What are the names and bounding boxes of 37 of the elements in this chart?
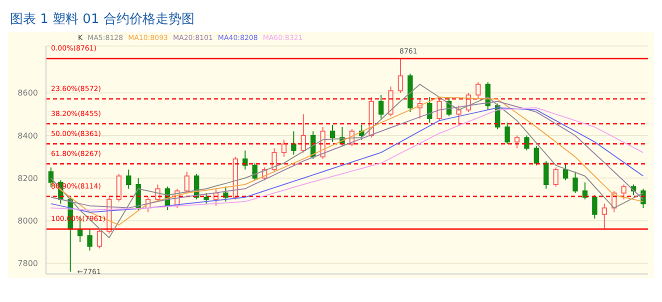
candlestick: [544, 160, 549, 190]
candlestick: [300, 114, 306, 154]
candlestick: [291, 130, 296, 156]
candlestick: [534, 146, 540, 166]
y-tick-label: 8000: [18, 216, 38, 226]
candlestick: [553, 166, 558, 188]
candlestick: [116, 173, 122, 202]
candlestick: [378, 94, 384, 119]
candlestick: [155, 184, 160, 202]
candlestick: [602, 203, 607, 230]
candlestick: [398, 58, 404, 94]
candlestick: [252, 162, 258, 181]
y-tick-label: 8600: [18, 88, 38, 98]
candlestick: [436, 98, 442, 122]
candlestick: [592, 194, 598, 220]
candlestick: [514, 134, 520, 149]
y-tick-label: 8200: [18, 174, 38, 183]
chart-title: 图表 1 塑料 01 合约价格走势图: [9, 11, 196, 29]
candlestick: [582, 182, 588, 200]
candlestick: [330, 124, 336, 142]
candlestick: [504, 122, 510, 145]
candlestick: [621, 184, 626, 200]
candlestick: [272, 148, 277, 172]
candlestick: [476, 82, 481, 100]
candlestick: [96, 228, 102, 249]
candlestick: [524, 134, 530, 151]
candlestick: [87, 228, 92, 252]
y-tick-label: 7800: [18, 259, 38, 268]
candlestick: [281, 139, 287, 158]
candlestick: [572, 171, 578, 194]
candlestick: [126, 169, 132, 190]
candlestick: [456, 105, 462, 126]
candlestick: [562, 162, 568, 181]
candlestick: [223, 186, 228, 202]
candlestick: [204, 192, 209, 204]
y-tick-label: 8400: [18, 131, 38, 140]
candlestick: [427, 96, 432, 124]
